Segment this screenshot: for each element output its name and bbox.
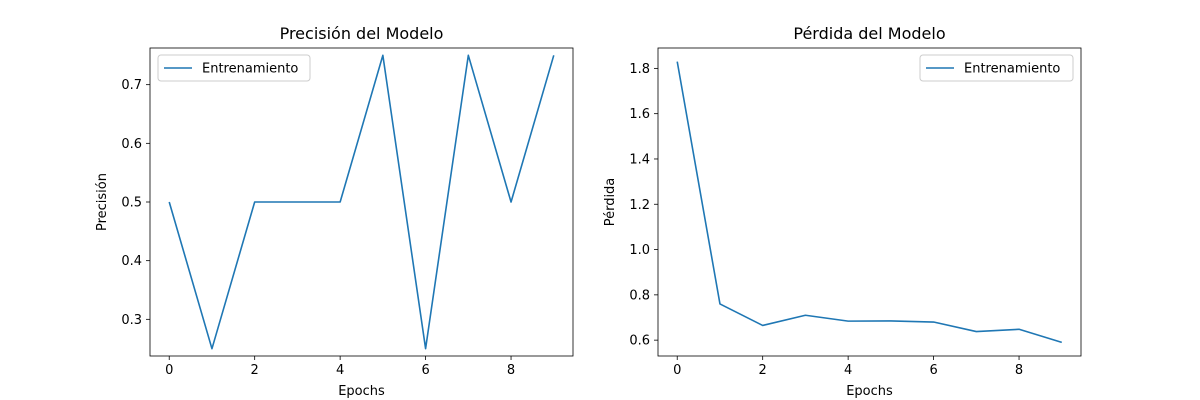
series-line-entrenamiento: [676, 61, 1063, 344]
y-axis-label: Pérdida: [603, 178, 618, 227]
y-tick-label: 0.3: [121, 313, 142, 328]
x-tick-label: 8: [1015, 363, 1023, 378]
charts-container: Precisión del Modelo Epochs Precisión 0 2 4 6 8…: [95, 24, 1082, 399]
plot-area-frame: [657, 47, 1082, 357]
x-tick-label: 2: [251, 363, 259, 378]
x-tick-label: 6: [421, 363, 429, 378]
y-tick-label: 0.6: [121, 137, 142, 152]
subplot-1: Precisión del Modelo Epochs Precisión 0 2 4 6 8…: [95, 24, 574, 399]
y-tick-label: 0.7: [121, 78, 142, 93]
y-tick-label: 0.8: [629, 288, 650, 303]
y-axis-label: Precisión: [95, 173, 110, 231]
y-tick-label: 0.5: [121, 196, 142, 211]
x-tick-label: 0: [673, 363, 681, 378]
y-tick-label: 0.4: [121, 254, 142, 269]
x-axis-label: Epochs: [846, 384, 893, 399]
chart-title: Precisión del Modelo: [280, 24, 444, 43]
legend-label: Entrenamiento: [202, 62, 298, 77]
x-axis-label: Epochs: [338, 384, 385, 399]
legend: Entrenamiento: [157, 54, 311, 82]
y-tick-label: 1.6: [629, 107, 650, 122]
legend-label: Entrenamiento: [964, 62, 1060, 77]
x-tick-label: 8: [507, 363, 515, 378]
y-tick-label: 0.6: [629, 334, 650, 349]
y-tick-label: 1.4: [629, 152, 650, 167]
series-line-entrenamiento: [168, 54, 555, 350]
x-tick-label: 0: [165, 363, 173, 378]
x-tick-label: 6: [929, 363, 937, 378]
y-tick-label: 1.8: [629, 62, 650, 77]
y-tick-label: 1.0: [629, 243, 650, 258]
x-tick-label: 4: [844, 363, 852, 378]
legend: Entrenamiento: [919, 54, 1074, 82]
y-tick-label: 1.2: [629, 198, 650, 213]
legend-box: [919, 54, 1074, 82]
x-tick-label: 2: [759, 363, 767, 378]
legend-box: [157, 54, 311, 82]
chart-title: Pérdida del Modelo: [793, 24, 945, 43]
x-tick-label: 4: [336, 363, 344, 378]
subplot-2: Pérdida del Modelo Epochs Pérdida 0 2 4 6 8 0.6 0…: [603, 24, 1082, 399]
plot-area-frame: [149, 47, 574, 357]
